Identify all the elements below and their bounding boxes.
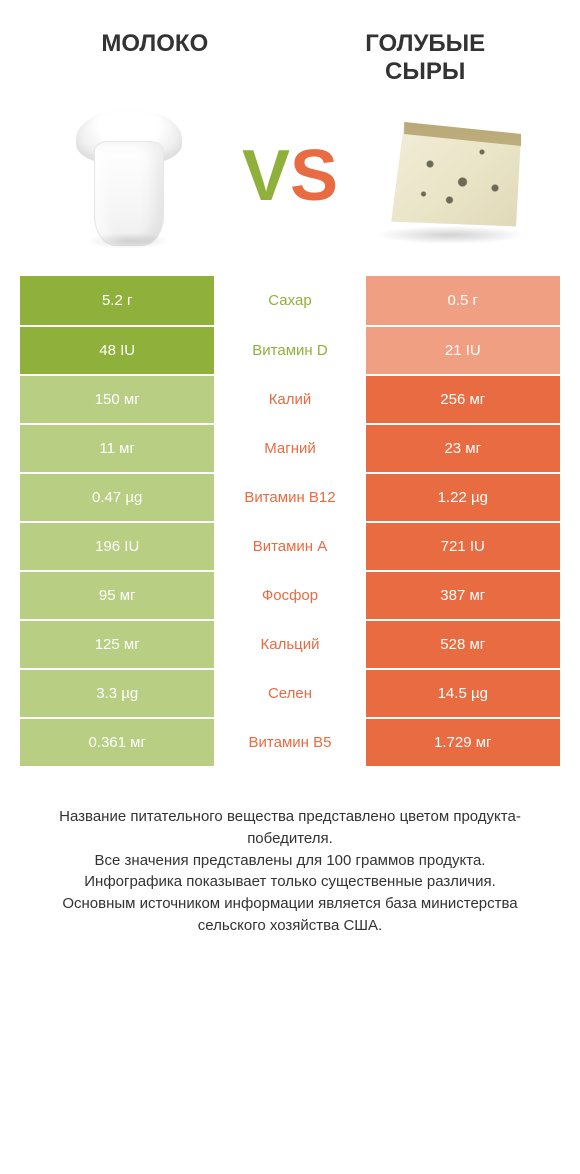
nutrient-label: Кальций (214, 621, 365, 668)
table-row: 150 мгКалий256 мг (20, 374, 560, 423)
value-right: 1.22 µg (366, 474, 560, 521)
nutrient-label: Селен (214, 670, 365, 717)
hero-row: VS (20, 96, 560, 276)
value-left: 196 IU (20, 523, 214, 570)
infographic-container: МОЛОКО ГОЛУБЫЕ СЫРЫ VS 5.2 гСахар0.5 г48… (0, 0, 580, 967)
nutrient-label: Витамин B12 (214, 474, 365, 521)
nutrient-label: Фосфор (214, 572, 365, 619)
value-left: 125 мг (20, 621, 214, 668)
comparison-table: 5.2 гСахар0.5 г48 IUВитамин D21 IU150 мг… (20, 276, 560, 766)
table-row: 196 IUВитамин A721 IU (20, 521, 560, 570)
milk-icon (74, 101, 184, 251)
value-left: 5.2 г (20, 276, 214, 325)
table-row: 0.361 мгВитамин B51.729 мг (20, 717, 560, 766)
nutrient-label: Витамин A (214, 523, 365, 570)
vs-label: VS (228, 140, 353, 212)
table-row: 3.3 µgСелен14.5 µg (20, 668, 560, 717)
value-right: 528 мг (366, 621, 560, 668)
title-left: МОЛОКО (30, 30, 280, 58)
value-right: 721 IU (366, 523, 560, 570)
value-left: 11 мг (20, 425, 214, 472)
product-image-right (352, 106, 550, 246)
vs-s: S (290, 140, 338, 212)
value-left: 48 IU (20, 327, 214, 374)
title-right: ГОЛУБЫЕ СЫРЫ (300, 30, 550, 86)
nutrient-label: Сахар (214, 276, 365, 325)
table-row: 95 мгФосфор387 мг (20, 570, 560, 619)
nutrient-label: Магний (214, 425, 365, 472)
table-row: 125 мгКальций528 мг (20, 619, 560, 668)
value-left: 0.47 µg (20, 474, 214, 521)
value-left: 3.3 µg (20, 670, 214, 717)
product-image-left (30, 101, 228, 251)
value-right: 0.5 г (366, 276, 560, 325)
header: МОЛОКО ГОЛУБЫЕ СЫРЫ (20, 30, 560, 96)
value-right: 256 мг (366, 376, 560, 423)
value-left: 150 мг (20, 376, 214, 423)
footer-note: Название питательного вещества представл… (20, 766, 560, 947)
nutrient-label: Витамин B5 (214, 719, 365, 766)
table-row: 11 мгМагний23 мг (20, 423, 560, 472)
table-row: 5.2 гСахар0.5 г (20, 276, 560, 325)
value-right: 1.729 мг (366, 719, 560, 766)
nutrient-label: Калий (214, 376, 365, 423)
vs-v: V (242, 140, 290, 212)
value-left: 95 мг (20, 572, 214, 619)
value-right: 14.5 µg (366, 670, 560, 717)
value-right: 23 мг (366, 425, 560, 472)
table-row: 48 IUВитамин D21 IU (20, 325, 560, 374)
table-row: 0.47 µgВитамин B121.22 µg (20, 472, 560, 521)
value-left: 0.361 мг (20, 719, 214, 766)
value-right: 387 мг (366, 572, 560, 619)
nutrient-label: Витамин D (214, 327, 365, 374)
value-right: 21 IU (366, 327, 560, 374)
cheese-icon (376, 106, 526, 246)
